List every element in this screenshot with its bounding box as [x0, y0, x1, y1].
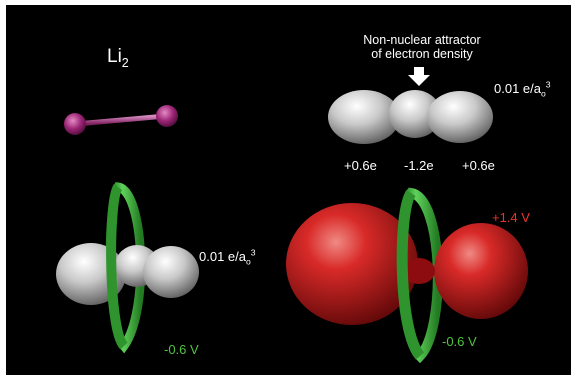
- potential-negative-left: -0.6 V: [164, 342, 199, 357]
- arrow-down-icon: [408, 67, 430, 86]
- bond-stick: [73, 113, 169, 127]
- li2-ball-stick-model: [64, 105, 178, 135]
- positive-lobe-left: [286, 203, 418, 325]
- figure-canvas: Li2 Non-nuclear attractor of electron de…: [6, 5, 571, 375]
- positive-lobe-right: [434, 223, 528, 319]
- isovalue-label-top: 0.01 e/ao3: [494, 79, 551, 99]
- attractor-label-line2: of electron density: [371, 47, 473, 61]
- figure-art: [56, 67, 528, 364]
- potential-negative-right: -0.6 V: [442, 334, 477, 349]
- ring-front-2: [396, 189, 425, 360]
- attractor-label: Non-nuclear attractor of electron densit…: [352, 33, 492, 61]
- ring-front: [106, 183, 129, 350]
- molecule-label: Li2: [107, 46, 129, 70]
- isovalue-label-bottom: 0.01 e/ao3: [199, 247, 256, 267]
- potential-isosurface-bottom-right: [286, 187, 528, 364]
- charge-left: +0.6e: [344, 158, 377, 173]
- li-atom-right: [156, 105, 178, 127]
- li-atom-left: [64, 113, 86, 135]
- potential-positive: +1.4 V: [492, 210, 530, 225]
- density-isosurface-top: [328, 90, 493, 144]
- attractor-label-line1: Non-nuclear attractor: [363, 33, 481, 47]
- density-isosurface-bottom-left: [56, 182, 199, 354]
- charge-center: -1.2e: [404, 158, 434, 173]
- charge-right: +0.6e: [462, 158, 495, 173]
